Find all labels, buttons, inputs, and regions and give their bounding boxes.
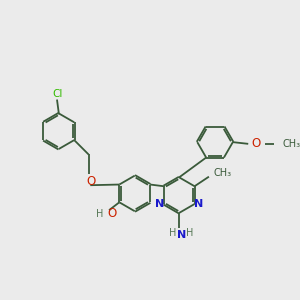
Text: N: N	[194, 199, 203, 209]
Text: H: H	[186, 228, 194, 238]
Text: Cl: Cl	[52, 89, 62, 99]
Text: O: O	[252, 137, 261, 150]
Text: O: O	[87, 175, 96, 188]
Text: O: O	[107, 207, 116, 220]
Text: H: H	[169, 228, 176, 238]
Text: CH₃: CH₃	[282, 139, 300, 149]
Text: N: N	[155, 199, 164, 209]
Text: H: H	[96, 208, 103, 219]
Text: CH₃: CH₃	[213, 168, 232, 178]
Text: N: N	[177, 230, 187, 240]
